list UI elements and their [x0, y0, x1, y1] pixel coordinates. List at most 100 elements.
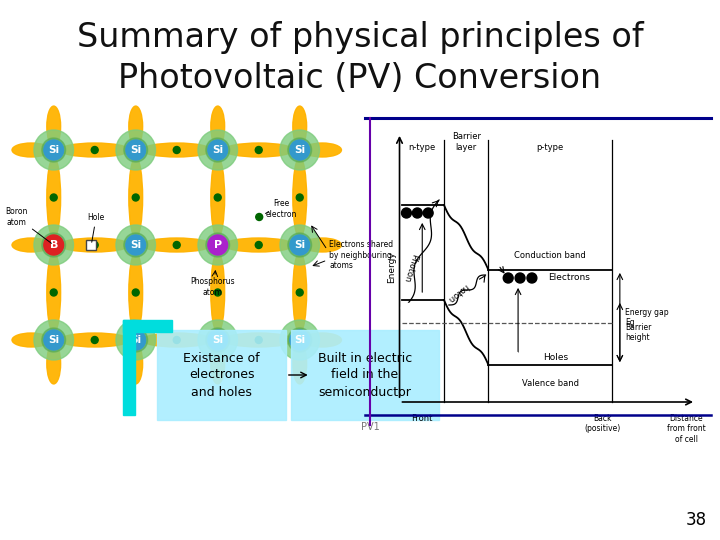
- Circle shape: [290, 140, 310, 160]
- Circle shape: [42, 328, 66, 352]
- Circle shape: [208, 235, 228, 255]
- Ellipse shape: [211, 343, 225, 384]
- Circle shape: [132, 194, 139, 201]
- Circle shape: [124, 138, 148, 162]
- Circle shape: [280, 130, 320, 170]
- Circle shape: [290, 330, 310, 350]
- Circle shape: [126, 235, 145, 255]
- Ellipse shape: [293, 343, 307, 384]
- Circle shape: [423, 303, 433, 313]
- Circle shape: [174, 241, 180, 248]
- Text: Si: Si: [212, 145, 223, 155]
- Circle shape: [288, 328, 312, 352]
- Circle shape: [44, 330, 63, 350]
- Circle shape: [413, 303, 422, 313]
- Circle shape: [256, 241, 262, 248]
- Text: 38: 38: [685, 511, 706, 529]
- Ellipse shape: [60, 333, 130, 347]
- Text: Photovoltaic (PV) Conversion: Photovoltaic (PV) Conversion: [118, 62, 602, 94]
- Circle shape: [91, 336, 98, 343]
- Ellipse shape: [224, 238, 294, 252]
- Circle shape: [256, 213, 263, 220]
- Circle shape: [510, 352, 520, 362]
- Text: p-type: p-type: [536, 143, 564, 152]
- Text: Barrier
height: Barrier height: [625, 323, 651, 342]
- Circle shape: [116, 320, 156, 360]
- Ellipse shape: [211, 106, 225, 146]
- Circle shape: [206, 328, 230, 352]
- Ellipse shape: [303, 143, 341, 157]
- Circle shape: [34, 320, 73, 360]
- Circle shape: [402, 303, 411, 313]
- Circle shape: [522, 352, 532, 362]
- Circle shape: [256, 146, 262, 153]
- Text: Back
(positive): Back (positive): [584, 414, 620, 434]
- Circle shape: [527, 273, 537, 283]
- Circle shape: [206, 233, 230, 257]
- Circle shape: [126, 330, 145, 350]
- Ellipse shape: [142, 238, 212, 252]
- Text: Electrons: Electrons: [548, 273, 590, 282]
- Text: Summary of physical principles of: Summary of physical principles of: [77, 22, 643, 55]
- Circle shape: [34, 225, 73, 265]
- Circle shape: [498, 352, 508, 362]
- Ellipse shape: [224, 333, 294, 347]
- Circle shape: [256, 336, 262, 343]
- Ellipse shape: [303, 333, 341, 347]
- Ellipse shape: [60, 143, 130, 157]
- Text: Distance
from front
of cell: Distance from front of cell: [667, 414, 706, 444]
- Circle shape: [42, 233, 66, 257]
- Ellipse shape: [129, 106, 143, 146]
- Circle shape: [515, 273, 525, 283]
- Circle shape: [174, 336, 180, 343]
- Circle shape: [288, 138, 312, 162]
- Circle shape: [91, 146, 98, 153]
- Ellipse shape: [47, 157, 60, 238]
- Circle shape: [206, 138, 230, 162]
- Circle shape: [208, 330, 228, 350]
- Circle shape: [413, 208, 422, 218]
- Circle shape: [296, 194, 303, 201]
- Ellipse shape: [224, 143, 294, 157]
- Text: B: B: [50, 240, 58, 250]
- Circle shape: [126, 140, 145, 160]
- Text: n-type: n-type: [408, 143, 436, 152]
- Text: Photon: Photon: [401, 253, 418, 284]
- Circle shape: [503, 273, 513, 283]
- Bar: [86, 240, 96, 250]
- Ellipse shape: [142, 143, 212, 157]
- Circle shape: [174, 146, 180, 153]
- Text: Si: Si: [294, 240, 305, 250]
- Ellipse shape: [129, 343, 143, 384]
- Text: Built in electric
field in the
semiconductor: Built in electric field in the semicondu…: [318, 352, 412, 399]
- Circle shape: [215, 194, 221, 201]
- Text: Si: Si: [294, 335, 305, 345]
- Circle shape: [280, 320, 320, 360]
- Circle shape: [42, 138, 66, 162]
- Ellipse shape: [293, 157, 307, 238]
- Circle shape: [116, 130, 156, 170]
- Ellipse shape: [142, 333, 212, 347]
- Text: P: P: [214, 240, 222, 250]
- Text: Free
electron: Free electron: [265, 199, 297, 219]
- Ellipse shape: [293, 106, 307, 146]
- Ellipse shape: [12, 143, 50, 157]
- Ellipse shape: [293, 252, 307, 333]
- Text: hoton: hoton: [446, 282, 470, 304]
- Ellipse shape: [60, 238, 130, 252]
- Circle shape: [198, 130, 238, 170]
- Text: Si: Si: [130, 335, 141, 345]
- Circle shape: [50, 194, 57, 201]
- Ellipse shape: [211, 157, 225, 238]
- Text: Holes: Holes: [543, 353, 568, 361]
- Bar: [158, 330, 286, 420]
- Text: Si: Si: [48, 335, 59, 345]
- Text: Valence band: Valence band: [522, 379, 579, 388]
- Text: Front: Front: [412, 414, 433, 423]
- Text: Hole: Hole: [88, 213, 105, 242]
- Ellipse shape: [47, 343, 60, 384]
- Circle shape: [288, 233, 312, 257]
- Text: Si: Si: [130, 240, 141, 250]
- Text: Energy gap
Eg: Energy gap Eg: [625, 308, 668, 327]
- Ellipse shape: [303, 238, 341, 252]
